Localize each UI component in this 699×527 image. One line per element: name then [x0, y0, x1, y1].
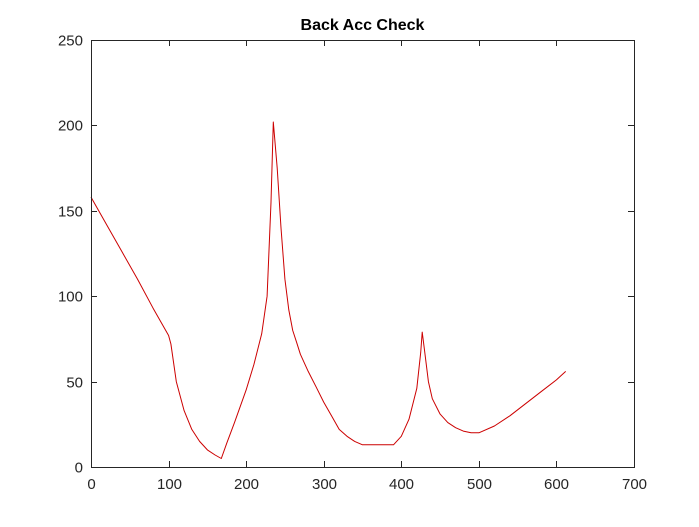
y-tick-label: 50	[66, 375, 83, 392]
x-tick-label: 400	[389, 476, 414, 493]
x-tick-label: 0	[87, 476, 95, 493]
series-group	[90, 121, 567, 459]
y-tick-label: 200	[58, 118, 83, 135]
x-tick-label: 100	[157, 476, 182, 493]
x-tick-label: 500	[467, 476, 492, 493]
y-tick-label: 250	[58, 33, 83, 50]
y-tick-label: 0	[75, 460, 83, 477]
plot-area	[91, 40, 634, 467]
axes-box	[91, 40, 635, 468]
x-tick-label: 700	[622, 476, 647, 493]
x-tick-label: 600	[544, 476, 569, 493]
y-axis: 0 50 100 150 200 250	[58, 33, 634, 477]
x-axis: 0 100 200 300 400 500 600 700	[87, 40, 647, 493]
series-line	[90, 121, 567, 459]
y-tick-label: 100	[58, 289, 83, 306]
y-tick-label: 150	[58, 204, 83, 221]
chart-title: Back Acc Check	[301, 17, 425, 34]
x-tick-label: 300	[312, 476, 337, 493]
x-tick-label: 200	[234, 476, 259, 493]
